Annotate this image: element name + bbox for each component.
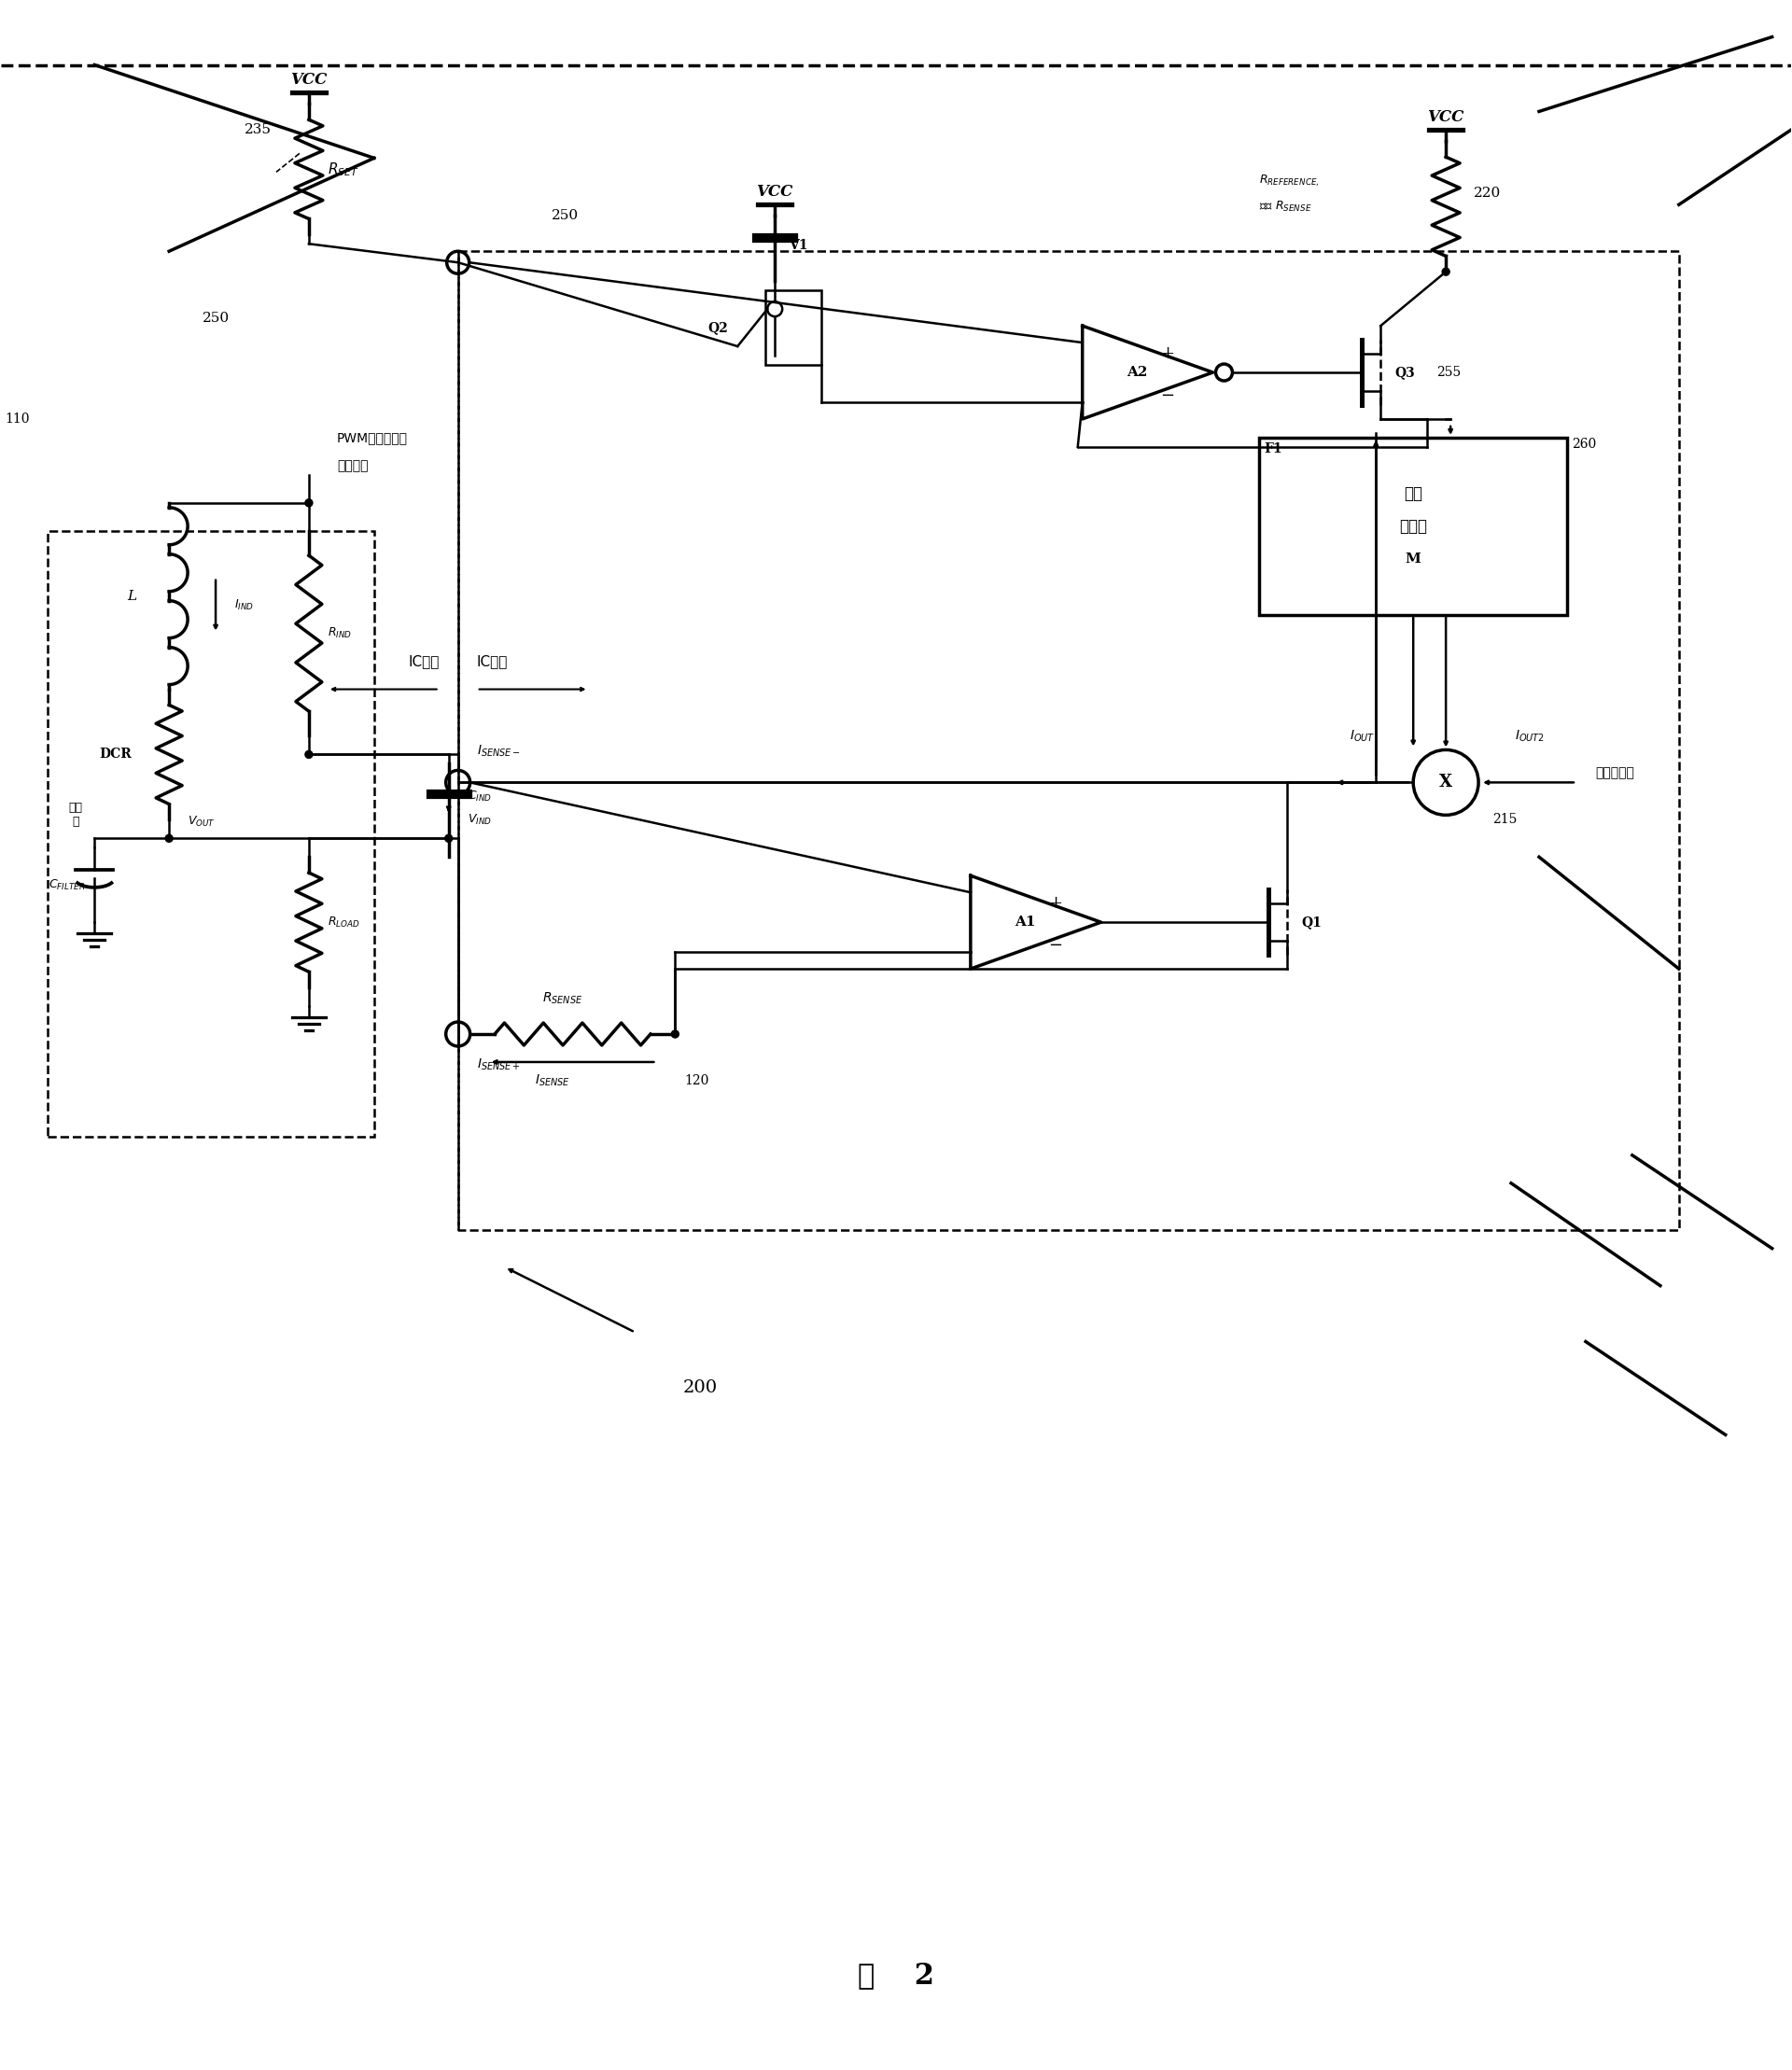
Text: L: L <box>127 590 136 602</box>
Text: 运算: 运算 <box>1403 484 1423 501</box>
Text: 120: 120 <box>685 1074 710 1087</box>
Text: $R_{SET}$: $R_{SET}$ <box>328 161 358 178</box>
Text: $R_{LOAD}$: $R_{LOAD}$ <box>328 915 360 929</box>
Text: V1: V1 <box>788 238 808 253</box>
Text: 乘法器: 乘法器 <box>1400 518 1426 534</box>
Text: $V_{OUT}$: $V_{OUT}$ <box>188 816 215 830</box>
Text: 250: 250 <box>552 209 579 221</box>
Text: 110: 110 <box>5 412 29 426</box>
Circle shape <box>672 1031 679 1037</box>
Text: A2: A2 <box>1127 366 1147 379</box>
Text: $V_{IND}$: $V_{IND}$ <box>468 814 491 826</box>
Text: +: + <box>1048 894 1063 913</box>
Text: IC外部: IC外部 <box>409 654 439 669</box>
Text: 250: 250 <box>202 313 229 325</box>
Text: 215: 215 <box>1493 814 1518 826</box>
Text: $I_{SENSE+}$: $I_{SENSE+}$ <box>477 1058 520 1072</box>
Text: Q1: Q1 <box>1301 915 1322 929</box>
Text: 电感
器: 电感 器 <box>68 801 82 828</box>
Text: IC内部: IC内部 <box>477 654 507 669</box>
Circle shape <box>444 834 452 842</box>
Text: 200: 200 <box>683 1381 717 1397</box>
Text: $I_{IND}$: $I_{IND}$ <box>235 598 254 613</box>
Bar <box>1260 437 1566 615</box>
Text: 220: 220 <box>1473 186 1502 201</box>
Text: 235: 235 <box>244 124 272 137</box>
Circle shape <box>1443 267 1450 275</box>
Text: $I_{OUT}$: $I_{OUT}$ <box>1349 729 1374 743</box>
Text: Q3: Q3 <box>1394 366 1416 379</box>
Text: $R_{REFERENCE,}$: $R_{REFERENCE,}$ <box>1260 172 1319 188</box>
Text: $I_{OUT2}$: $I_{OUT2}$ <box>1514 729 1545 743</box>
Text: F1: F1 <box>1263 443 1283 455</box>
Text: $I_{SENSE-}$: $I_{SENSE-}$ <box>477 743 520 760</box>
Text: PWM，脉冲宽度: PWM，脉冲宽度 <box>337 431 409 445</box>
Circle shape <box>305 499 312 507</box>
Circle shape <box>165 834 172 842</box>
Text: 图    2: 图 2 <box>858 1960 934 1989</box>
Text: Q2: Q2 <box>708 321 728 333</box>
Text: 255: 255 <box>1437 366 1460 379</box>
Text: 到其它电路: 到其它电路 <box>1595 766 1634 780</box>
Text: $R_{IND}$: $R_{IND}$ <box>328 627 351 640</box>
Text: VCC: VCC <box>1428 110 1464 126</box>
Text: 260: 260 <box>1572 437 1597 451</box>
Text: VCC: VCC <box>756 184 794 201</box>
Text: $C_{FILTER}$: $C_{FILTER}$ <box>48 878 86 892</box>
Text: DCR: DCR <box>99 747 133 762</box>
Text: $I_{SENSE}$: $I_{SENSE}$ <box>534 1072 570 1089</box>
Text: 跟踪 $R_{SENSE}$: 跟踪 $R_{SENSE}$ <box>1260 199 1312 213</box>
Text: −: − <box>1048 938 1063 954</box>
Text: M: M <box>1405 553 1421 565</box>
Text: $C_{IND}$: $C_{IND}$ <box>468 789 491 803</box>
Bar <box>48 530 375 1136</box>
Text: 调制输出: 调制输出 <box>337 460 367 472</box>
Text: $R_{SENSE}$: $R_{SENSE}$ <box>541 992 582 1006</box>
Text: X: X <box>1439 774 1453 791</box>
Text: A1: A1 <box>1014 915 1036 929</box>
Text: VCC: VCC <box>290 72 328 89</box>
Circle shape <box>305 751 312 758</box>
Text: −: − <box>1159 387 1174 404</box>
Text: +: + <box>1159 346 1174 362</box>
Bar <box>765 290 821 364</box>
